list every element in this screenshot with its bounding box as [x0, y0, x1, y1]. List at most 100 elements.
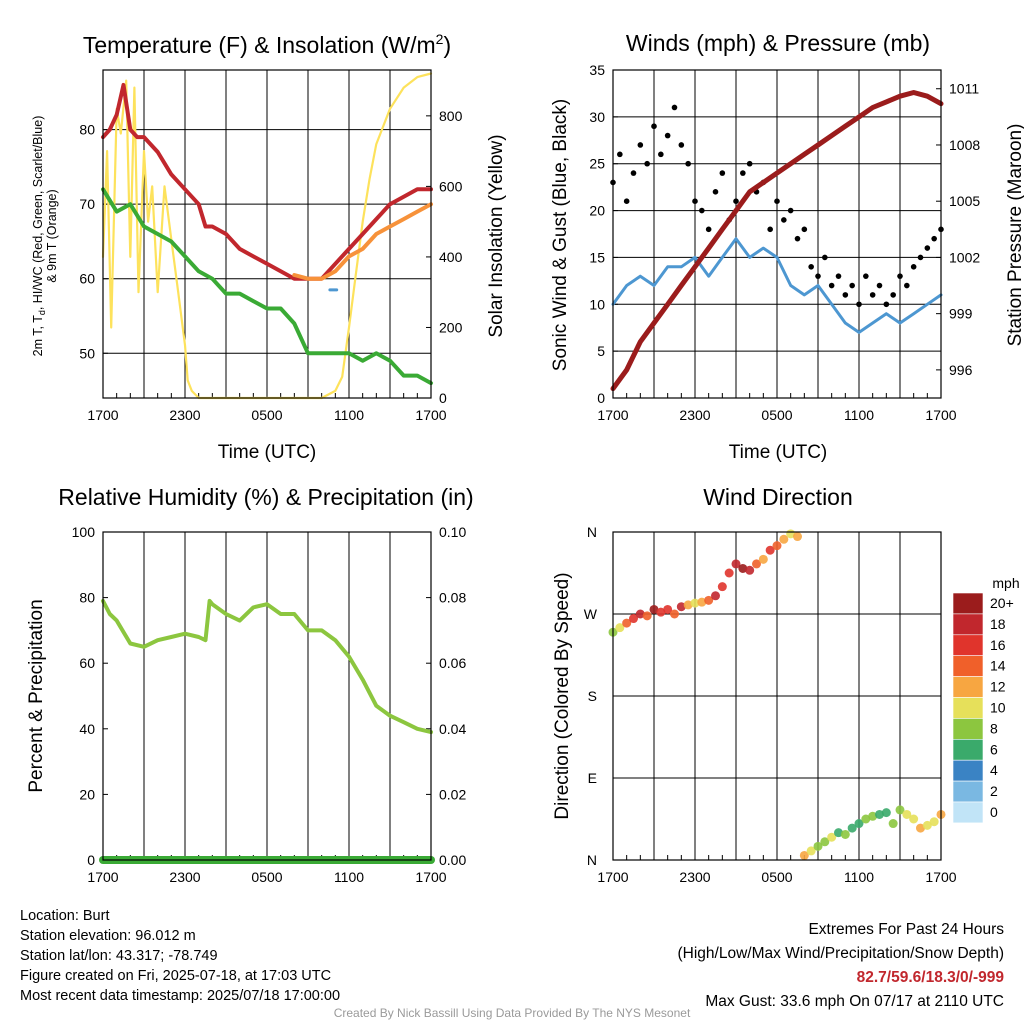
- gust-point: [822, 254, 828, 261]
- gust-point: [835, 273, 842, 279]
- direction-point: [697, 597, 707, 607]
- temp-ylabel: 2m T, Td, HI/WC (Red, Green, Scarlet/Blu…: [31, 116, 47, 357]
- gust-point: [890, 292, 896, 298]
- direction-point: [772, 541, 782, 551]
- temp-y2-ytick-label: 400: [439, 249, 463, 265]
- gust-point: [869, 292, 876, 298]
- gust-point: [740, 170, 746, 176]
- gust-point: [917, 254, 924, 261]
- dir-ylabel: Direction (Colored By Speed): [552, 572, 573, 819]
- gust-point: [815, 273, 821, 279]
- gust-point: [767, 226, 773, 233]
- rh-xtick-label: 1700: [87, 869, 118, 885]
- rh-y2-ytick-label: 0.06: [439, 655, 466, 671]
- station-info: Location: Burt Station elevation: 96.012…: [20, 906, 340, 1006]
- colorbar-swatch: [952, 676, 984, 698]
- direction-point: [895, 805, 905, 815]
- gust-point: [658, 151, 664, 158]
- dewpoint-line: [101, 187, 433, 386]
- gust-point: [685, 160, 691, 167]
- wind-y2label: Station Pressure (Maroon): [1005, 124, 1024, 347]
- dir-ytick-label: N: [587, 524, 597, 540]
- colorbar-swatch: [952, 759, 984, 782]
- colorbar-swatch: [952, 718, 984, 740]
- direction-point: [663, 604, 673, 614]
- rh-ytick-label: 20: [79, 786, 95, 802]
- wind-xtick-label: 0500: [761, 407, 792, 423]
- rh-ylabel: Percent & Precipitation: [26, 599, 47, 792]
- rh-ytick-label: 80: [79, 590, 95, 606]
- station-location: Location: Burt: [20, 908, 110, 924]
- direction-point: [922, 820, 932, 830]
- direction-point: [875, 809, 884, 819]
- colorbar-label: 18: [990, 616, 1006, 632]
- panel-humidity: Relative Humidity (%) & Precipitation (i…: [26, 484, 474, 885]
- wind-xtick-label: 1100: [844, 407, 874, 423]
- wind-ytick-label: 15: [589, 249, 605, 265]
- temp-xtick-label: 0500: [251, 407, 282, 423]
- direction-point: [758, 554, 768, 564]
- rh-title: Relative Humidity (%) & Precipitation (i…: [58, 484, 473, 510]
- temp-xtick-label: 1100: [334, 407, 364, 423]
- rh-y2-ytick-label: 0.00: [439, 852, 466, 868]
- dir-title: Wind Direction: [703, 484, 853, 510]
- gust-point: [828, 282, 835, 289]
- colorbar-title: mph: [992, 575, 1019, 591]
- gust-point: [671, 104, 678, 111]
- rh-y2-ytick-label: 0.08: [439, 590, 466, 606]
- temp-xtick-label: 1700: [87, 407, 118, 423]
- direction-point: [765, 545, 775, 555]
- temp-ytick-label: 50: [79, 345, 95, 361]
- rh-frame: [102, 531, 432, 861]
- temperature-line: [101, 82, 433, 281]
- colorbar-label: 4: [990, 762, 998, 778]
- rh-xtick-label: 1700: [415, 869, 446, 885]
- gust-point: [774, 198, 780, 204]
- temp-y2-ytick-label: 800: [439, 108, 463, 124]
- gust-point: [705, 226, 712, 233]
- colorbar: 20+ 18 16 14 12 10 8 6 4 2 0: [952, 592, 1014, 824]
- solar-insolation-line: [101, 72, 433, 400]
- direction-point: [888, 819, 898, 829]
- colorbar-swatch: [952, 801, 984, 824]
- gust-point: [787, 207, 794, 214]
- rh-ytick-label: 100: [72, 524, 96, 540]
- gust-point: [931, 235, 937, 242]
- direction-point: [868, 811, 878, 821]
- colorbar-label: 20+: [990, 595, 1014, 611]
- direction-point: [847, 823, 857, 833]
- temp-y2-ytick-label: 600: [439, 178, 463, 194]
- station-latlon: Station lat/lon: 43.317; -78.749: [20, 948, 218, 964]
- gust-point: [801, 226, 808, 233]
- direction-point: [711, 591, 720, 601]
- dir-ytick-label: W: [584, 606, 598, 622]
- rh-ytick-label: 0: [87, 852, 95, 868]
- gust-point: [746, 160, 753, 167]
- direction-point: [635, 609, 645, 619]
- temp-xtick-label: 1700: [415, 407, 446, 423]
- temp-ylabel-line2: & 9m T (Orange): [45, 189, 59, 282]
- dir-xtick-label: 2300: [679, 869, 710, 885]
- gust-point: [876, 282, 883, 289]
- direction-point: [840, 829, 850, 839]
- gust-point: [856, 301, 862, 308]
- gust-point: [651, 123, 657, 130]
- gust-point: [781, 217, 787, 223]
- wind-y2-ytick-label: 1005: [949, 193, 980, 209]
- direction-point: [813, 841, 823, 851]
- gust-point: [637, 142, 644, 148]
- temp-xtick-label: 2300: [169, 407, 200, 423]
- colorbar-label: 10: [990, 700, 1006, 716]
- rh-xtick-label: 1100: [334, 869, 364, 885]
- temp-xlabel: Time (UTC): [218, 442, 317, 463]
- rh-ytick-label: 40: [79, 721, 95, 737]
- direction-point: [806, 846, 816, 856]
- direction-point: [649, 604, 659, 614]
- temp-ytick-label: 80: [79, 122, 95, 138]
- direction-point: [820, 837, 830, 847]
- direction-point: [690, 598, 700, 608]
- dir-ytick-label: S: [588, 688, 597, 704]
